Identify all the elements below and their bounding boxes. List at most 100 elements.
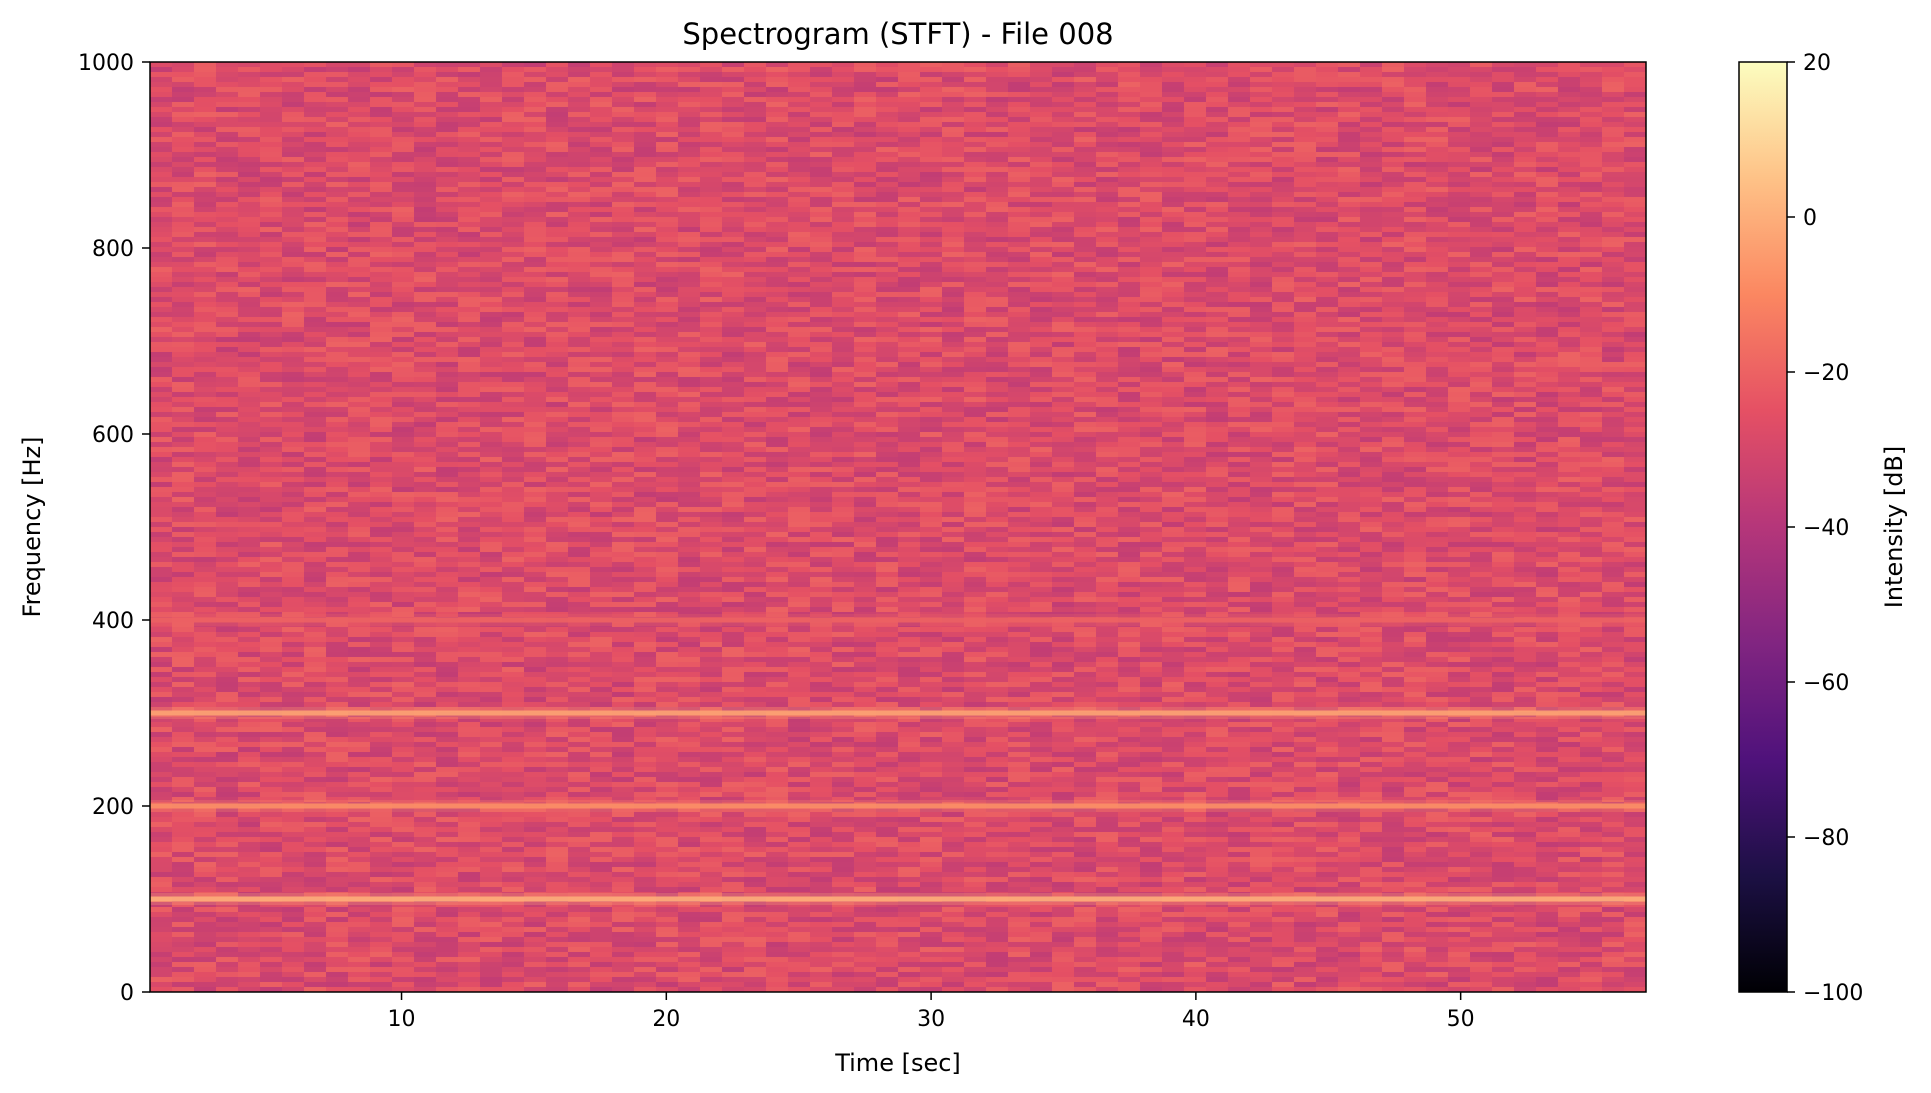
noise-cell: [414, 112, 436, 117]
noise-cell: [854, 367, 876, 372]
noise-cell: [502, 322, 524, 327]
noise-cell: [304, 262, 326, 267]
noise-cell: [326, 107, 348, 112]
noise-cell: [194, 282, 216, 287]
noise-cell: [876, 332, 898, 337]
noise-cell: [1316, 242, 1338, 247]
noise-cell: [414, 357, 436, 362]
noise-cell: [1558, 227, 1580, 232]
noise-cell: [1074, 77, 1096, 82]
noise-cell: [194, 177, 216, 182]
noise-cell: [1470, 262, 1492, 267]
noise-cell: [1096, 347, 1118, 352]
noise-cell: [238, 112, 260, 117]
noise-cell: [1536, 327, 1558, 332]
noise-cell: [238, 132, 260, 137]
noise-cell: [304, 302, 326, 307]
noise-cell: [1580, 357, 1602, 362]
noise-cell: [502, 142, 524, 147]
noise-cell: [920, 347, 942, 352]
noise-cell: [700, 422, 722, 427]
noise-cell: [1536, 157, 1558, 162]
noise-cell: [722, 272, 744, 277]
noise-cell: [964, 302, 986, 307]
noise-cell: [1250, 382, 1272, 387]
noise-cell: [1272, 167, 1294, 172]
noise-cell: [1382, 302, 1404, 307]
noise-cell: [788, 212, 810, 217]
noise-cell: [964, 307, 986, 312]
noise-cell: [1514, 112, 1536, 117]
noise-cell: [414, 287, 436, 292]
noise-cell: [1008, 377, 1030, 382]
noise-cell: [1052, 332, 1074, 337]
noise-cell: [590, 197, 612, 202]
noise-cell: [876, 217, 898, 222]
noise-cell: [920, 257, 942, 262]
noise-cell: [634, 262, 656, 267]
noise-cell: [1580, 97, 1602, 102]
noise-cell: [920, 412, 942, 417]
noise-cell: [1624, 312, 1646, 317]
noise-cell: [1074, 147, 1096, 152]
noise-cell: [766, 372, 788, 377]
noise-cell: [1426, 207, 1448, 212]
noise-cell: [1624, 62, 1646, 67]
noise-cell: [1382, 142, 1404, 147]
noise-cell: [1008, 247, 1030, 252]
noise-cell: [964, 112, 986, 117]
noise-cell: [150, 237, 172, 242]
noise-cell: [1602, 142, 1624, 147]
noise-cell: [458, 197, 480, 202]
noise-cell: [1624, 422, 1646, 427]
noise-cell: [1096, 387, 1118, 392]
noise-cell: [1426, 272, 1448, 277]
noise-cell: [1602, 247, 1624, 252]
noise-cell: [920, 362, 942, 367]
noise-cell: [634, 137, 656, 142]
noise-cell: [172, 267, 194, 272]
noise-cell: [502, 92, 524, 97]
noise-cell: [986, 207, 1008, 212]
noise-cell: [1338, 372, 1360, 377]
noise-cell: [458, 122, 480, 127]
noise-cell: [700, 382, 722, 387]
noise-cell: [172, 177, 194, 182]
noise-cell: [1008, 142, 1030, 147]
noise-cell: [810, 377, 832, 382]
noise-cell: [414, 67, 436, 72]
noise-cell: [1250, 282, 1272, 287]
noise-cell: [788, 167, 810, 172]
noise-cell: [216, 127, 238, 132]
noise-cell: [1448, 302, 1470, 307]
noise-cell: [854, 417, 876, 422]
noise-cell: [1206, 347, 1228, 352]
noise-cell: [546, 422, 568, 427]
noise-cell: [876, 62, 898, 67]
noise-cell: [1052, 362, 1074, 367]
noise-cell: [920, 322, 942, 327]
noise-cell: [304, 237, 326, 242]
noise-cell: [942, 187, 964, 192]
noise-cell: [1184, 252, 1206, 257]
noise-cell: [480, 417, 502, 422]
noise-cell: [1338, 157, 1360, 162]
noise-cell: [1360, 202, 1382, 207]
noise-cell: [216, 382, 238, 387]
noise-cell: [1338, 247, 1360, 252]
noise-cell: [1514, 92, 1536, 97]
noise-cell: [898, 132, 920, 137]
noise-cell: [898, 272, 920, 277]
noise-cell: [590, 132, 612, 137]
noise-cell: [1448, 292, 1470, 297]
noise-cell: [1008, 347, 1030, 352]
noise-cell: [964, 247, 986, 252]
noise-cell: [458, 222, 480, 227]
noise-cell: [722, 112, 744, 117]
noise-cell: [502, 417, 524, 422]
noise-cell: [1514, 142, 1536, 147]
noise-cell: [722, 342, 744, 347]
noise-cell: [810, 307, 832, 312]
noise-cell: [1580, 62, 1602, 67]
noise-cell: [810, 367, 832, 372]
